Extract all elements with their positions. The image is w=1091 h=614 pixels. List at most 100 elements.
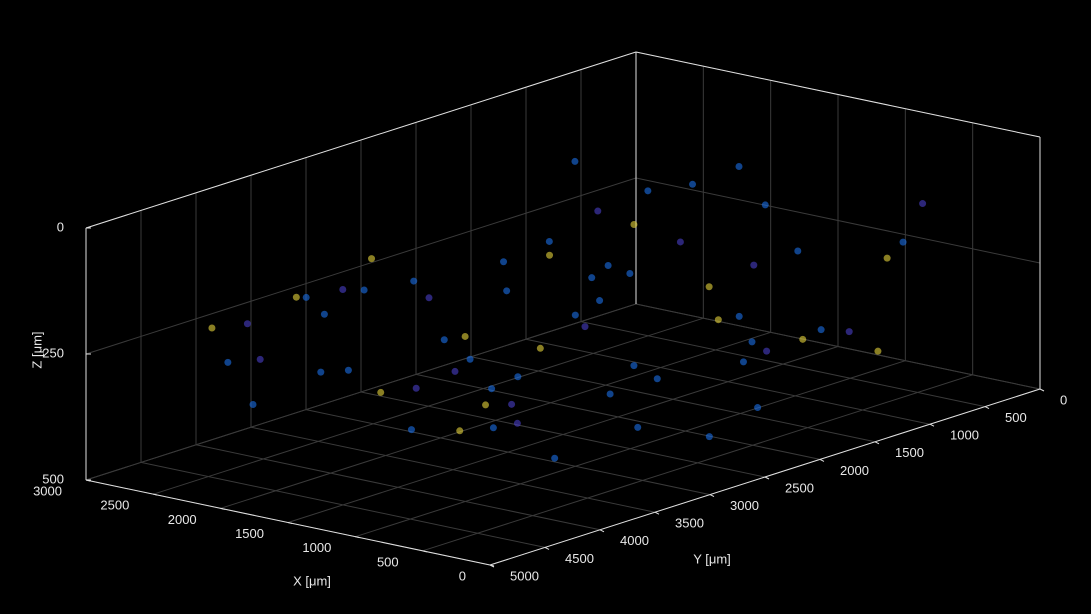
point: [883, 254, 891, 262]
grid-line: [470, 356, 876, 443]
y-tick: [709, 494, 715, 498]
point: [536, 344, 544, 352]
x-tick: [355, 536, 360, 539]
point: [488, 385, 496, 393]
point: [466, 355, 474, 363]
x-tick: [220, 507, 225, 510]
point: [799, 335, 807, 343]
point: [634, 423, 642, 431]
point: [292, 293, 300, 301]
point: [339, 285, 347, 293]
y-tick: [819, 458, 825, 462]
x-tick: [287, 522, 293, 524]
point: [503, 287, 511, 295]
point: [256, 355, 264, 363]
point: [705, 283, 713, 291]
x-tick: [422, 550, 427, 553]
point: [451, 367, 459, 375]
point: [224, 358, 232, 366]
point: [546, 251, 554, 259]
point: [714, 316, 722, 324]
point: [513, 419, 521, 427]
grid-line: [250, 426, 656, 513]
point: [705, 433, 713, 441]
grid-line: [580, 321, 986, 408]
point: [606, 390, 614, 398]
grid-line: [415, 373, 821, 460]
point: [456, 427, 464, 435]
y-tick: [489, 564, 495, 568]
x-tick-label: 0: [459, 568, 466, 583]
point: [739, 358, 747, 366]
grid-line: [140, 461, 546, 548]
point: [644, 187, 652, 195]
point: [344, 366, 352, 374]
point: [320, 310, 328, 318]
y-tick-label: 0: [1060, 392, 1067, 407]
x-tick-label: 1000: [302, 540, 331, 555]
y-tick-label: 2000: [840, 463, 869, 478]
z-tick-label: 500: [42, 471, 64, 486]
y-tick-label: 5000: [510, 568, 539, 583]
point: [208, 324, 216, 332]
point: [377, 388, 385, 396]
point: [845, 328, 853, 336]
y-tick-label: 3500: [675, 516, 704, 531]
y-tick-label: 3000: [730, 498, 759, 513]
y-tick: [1039, 388, 1045, 392]
grid-line: [360, 391, 766, 478]
point: [761, 201, 769, 209]
point: [596, 297, 604, 305]
z-tick-label: 250: [42, 345, 64, 360]
point: [500, 258, 508, 266]
grid-line: [635, 303, 1041, 390]
z-axis-label: Z [μm]: [29, 331, 44, 368]
grid-line: [195, 444, 601, 531]
y-tick: [929, 423, 935, 427]
point: [899, 238, 907, 246]
y-axis-label: Y [μm]: [693, 551, 731, 566]
point: [360, 286, 368, 294]
grid-line: [525, 338, 931, 425]
point: [410, 277, 418, 285]
point: [588, 274, 596, 282]
x-tick: [153, 493, 158, 496]
point: [368, 255, 376, 263]
x-tick-label: 500: [377, 554, 399, 569]
point: [630, 362, 638, 370]
point: [604, 261, 612, 269]
axis-edge: [635, 51, 1041, 138]
grid-line: [85, 303, 637, 481]
x-tick-label: 2000: [168, 512, 197, 527]
point: [243, 320, 251, 328]
point: [676, 238, 684, 246]
y-tick-label: 2500: [785, 480, 814, 495]
point: [482, 401, 490, 409]
point: [571, 157, 579, 165]
point: [594, 207, 602, 215]
point: [412, 384, 420, 392]
point: [514, 373, 522, 381]
point: [735, 312, 743, 320]
grid-line: [305, 409, 711, 496]
point: [249, 401, 257, 409]
y-tick-label: 4000: [620, 533, 649, 548]
y-tick: [984, 406, 990, 410]
point: [794, 247, 802, 255]
y-tick-label: 4500: [565, 551, 594, 566]
point: [425, 294, 433, 302]
point: [919, 200, 927, 208]
point: [461, 332, 469, 340]
grid-line: [635, 177, 1041, 264]
point: [817, 326, 825, 334]
y-tick: [764, 476, 770, 480]
point: [508, 400, 516, 408]
y-tick: [544, 546, 550, 550]
axis-edge: [85, 51, 637, 229]
point: [874, 347, 882, 355]
point: [551, 454, 559, 462]
y-tick-label: 1500: [895, 445, 924, 460]
y-tick: [654, 511, 660, 515]
